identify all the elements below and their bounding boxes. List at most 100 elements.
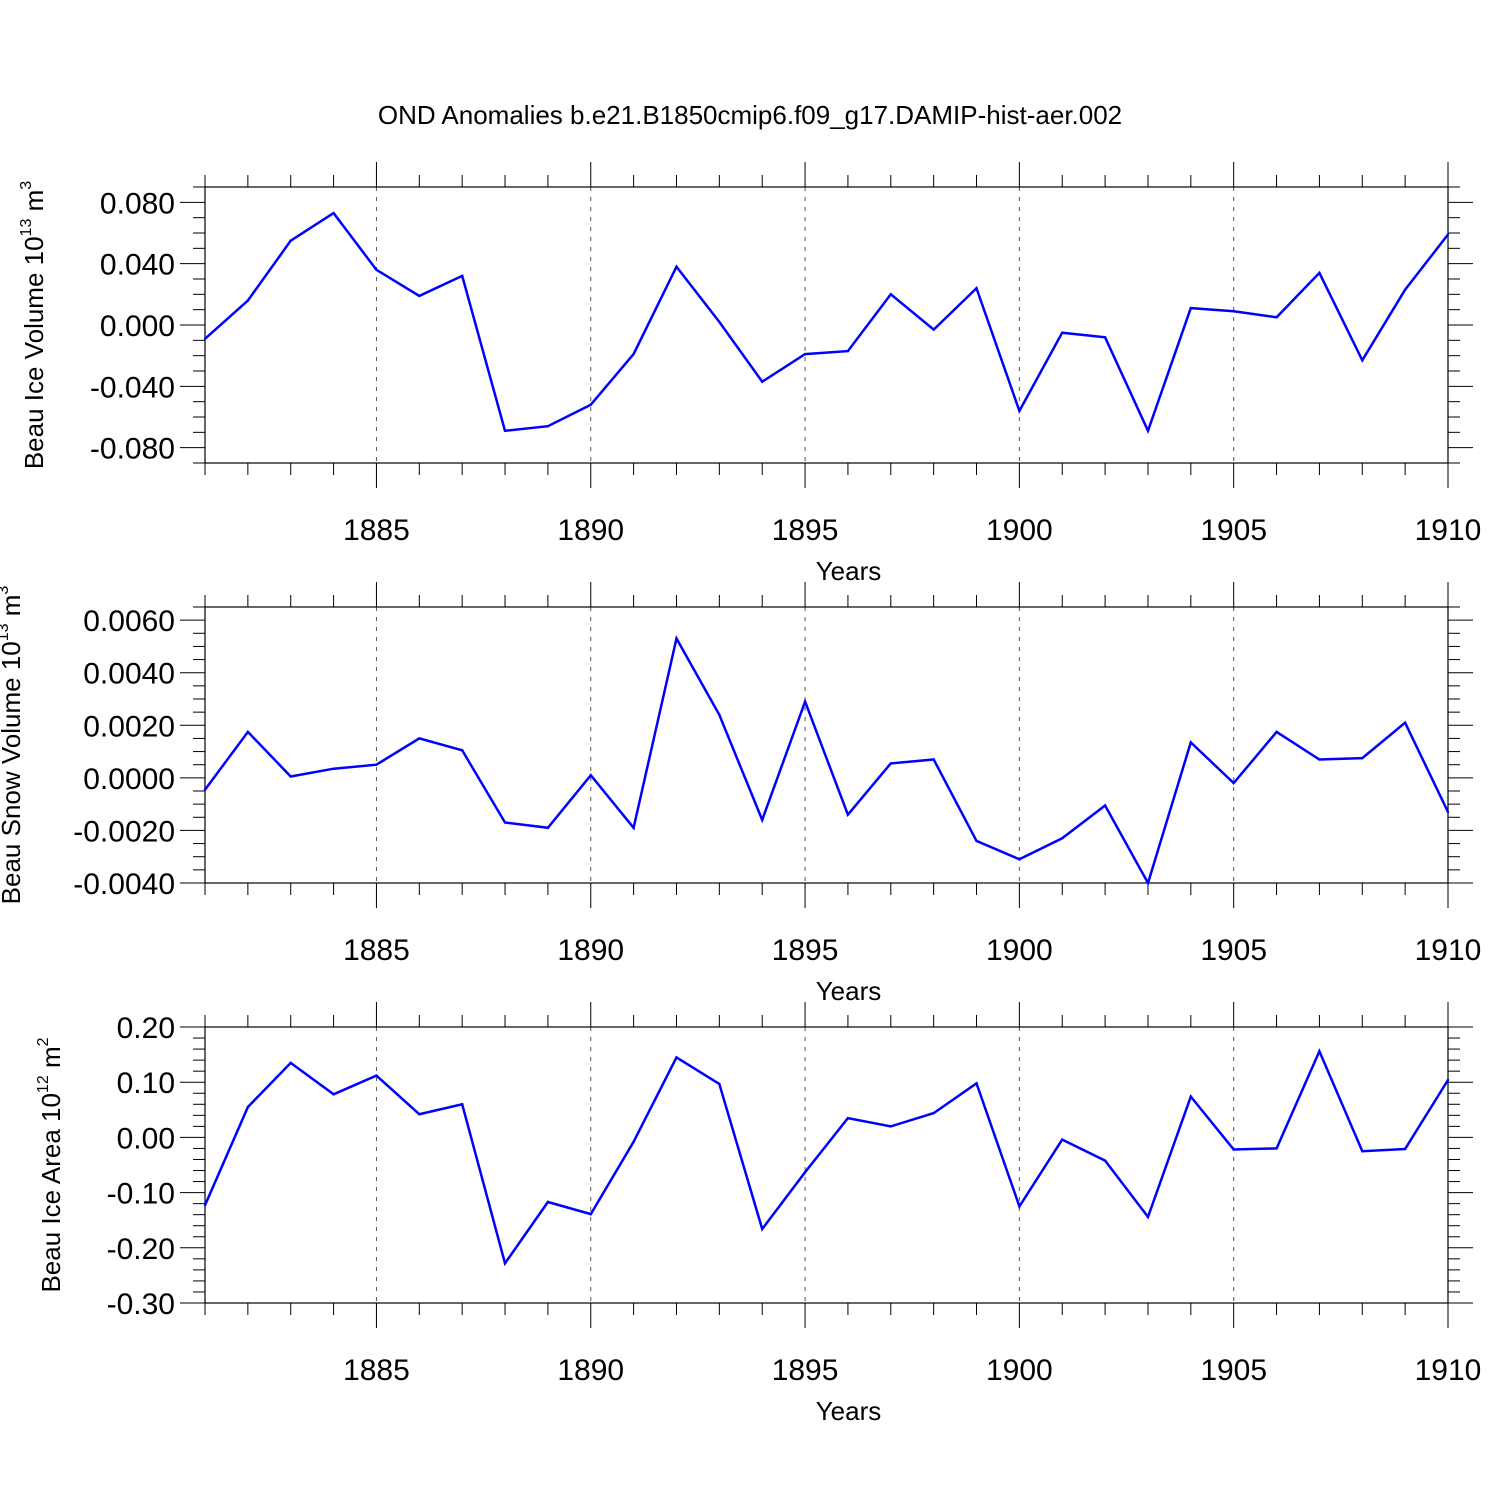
data-point <box>1446 810 1450 814</box>
y-tick-label: -0.040 <box>90 371 175 404</box>
series-line <box>203 635 1450 887</box>
data-point <box>1318 1050 1321 1053</box>
data-point <box>846 349 850 353</box>
data-point <box>803 1170 807 1174</box>
data-point <box>203 337 207 340</box>
data-point <box>846 1116 850 1120</box>
data-point <box>975 839 978 843</box>
data-point <box>1018 1205 1021 1208</box>
data-point <box>632 826 635 829</box>
data-point <box>1146 429 1150 432</box>
data-point <box>889 1125 892 1128</box>
y-tick-label: 0.080 <box>100 187 175 220</box>
x-tick-label: 1905 <box>1200 934 1267 967</box>
data-point <box>1232 781 1235 785</box>
x-tick-label: 1895 <box>772 1354 839 1387</box>
y-axis-title-main: Beau Ice Area 10 <box>36 1093 66 1292</box>
data-point <box>418 737 421 740</box>
data-point <box>503 821 507 824</box>
data-point <box>418 1113 421 1116</box>
x-tick-label: 1910 <box>1415 514 1482 547</box>
y-axis-title: Beau Ice Volume 1013 m3 <box>18 181 49 469</box>
data-point <box>1232 310 1235 313</box>
x-tick-label: 1910 <box>1415 934 1482 967</box>
data-point <box>418 294 421 298</box>
data-point <box>761 380 764 383</box>
data-point <box>803 700 807 703</box>
data-point <box>1275 316 1278 319</box>
data-point <box>332 767 335 770</box>
data-point <box>1318 758 1321 761</box>
panel-1: -0.080 -0.040 0.000 0.040 0.080 1885 1890 1895 1… <box>18 162 1481 586</box>
data-point <box>1189 306 1193 310</box>
x-tick-label: 1905 <box>1200 1354 1267 1387</box>
y-tick-label: 0.0060 <box>83 605 175 638</box>
data-point <box>546 1200 550 1204</box>
data-point <box>975 1082 978 1085</box>
data-point <box>332 1093 335 1096</box>
y-axis-title-main: Beau Ice Volume 10 <box>19 236 49 469</box>
data-point <box>503 429 507 432</box>
y-axis-title-sup2: 3 <box>18 181 35 190</box>
y-tick-label: 0.0040 <box>83 658 175 691</box>
data-point <box>203 1204 207 1207</box>
data-point <box>1189 1095 1193 1098</box>
data-point <box>460 274 464 278</box>
data-point <box>1275 1147 1278 1150</box>
data-point <box>632 1140 635 1144</box>
data-point <box>375 1074 378 1077</box>
x-tick-label: 1900 <box>986 934 1053 967</box>
x-tick-label: 1885 <box>343 934 410 967</box>
y-tick-label: 0.00 <box>117 1122 175 1155</box>
x-tick-label: 1900 <box>986 1354 1053 1387</box>
data-point <box>632 352 635 356</box>
data-point <box>589 1212 592 1216</box>
data-point <box>1018 409 1021 413</box>
data-point <box>503 1262 507 1265</box>
data-point <box>546 425 550 428</box>
x-tick-label: 1895 <box>772 514 839 547</box>
y-tick-label: -0.080 <box>90 433 175 466</box>
x-tick-label: 1890 <box>557 934 624 967</box>
x-tick-label: 1885 <box>343 514 410 547</box>
data-point <box>1146 1215 1150 1219</box>
y-axis-title-sup2: 2 <box>35 1037 52 1046</box>
plot-frame <box>204 1026 1449 1304</box>
y-tick-label: -0.20 <box>107 1233 175 1266</box>
y-axis-title-sup1: 13 <box>0 623 12 641</box>
y-tick-label: 0.000 <box>100 310 175 343</box>
data-point <box>460 749 464 752</box>
data-point <box>718 713 721 716</box>
y-axis-title-sup1: 13 <box>18 219 35 237</box>
data-point <box>246 730 250 734</box>
series-line <box>204 211 1449 435</box>
series-line <box>203 1048 1450 1267</box>
data-point <box>803 352 807 356</box>
data-point <box>375 268 378 271</box>
data-point <box>675 265 678 268</box>
y-tick-label: -0.0040 <box>73 868 175 901</box>
data-point <box>675 637 678 640</box>
data-point <box>289 1061 292 1065</box>
data-point <box>1318 271 1321 275</box>
x-tick-label: 1890 <box>557 1354 624 1387</box>
x-axis-title: Years <box>816 556 882 586</box>
data-point <box>1403 288 1407 291</box>
data-point <box>1232 1148 1235 1151</box>
data-point <box>589 774 592 777</box>
data-point <box>1446 233 1450 236</box>
y-axis-title: Beau Ice Area 1012 m2 <box>35 1037 66 1292</box>
data-point <box>203 788 207 791</box>
y-tick-label: 0.040 <box>100 249 175 282</box>
panel-2: -0.0040 -0.0020 0.0000 0.0020 0.0040 0.0060 18… <box>0 582 1481 1006</box>
y-tick-label: 0.0000 <box>83 763 175 796</box>
y-tick-label: 0.0020 <box>83 710 175 743</box>
data-point <box>675 1056 678 1059</box>
data-point <box>1361 359 1364 362</box>
data-point <box>246 1105 250 1109</box>
data-point <box>1189 741 1193 744</box>
data-point <box>1103 336 1107 339</box>
y-axis-title-main: Beau Snow Volume 10 <box>0 641 26 904</box>
data-point <box>846 813 850 816</box>
y-tick-label: 0.20 <box>117 1012 175 1045</box>
